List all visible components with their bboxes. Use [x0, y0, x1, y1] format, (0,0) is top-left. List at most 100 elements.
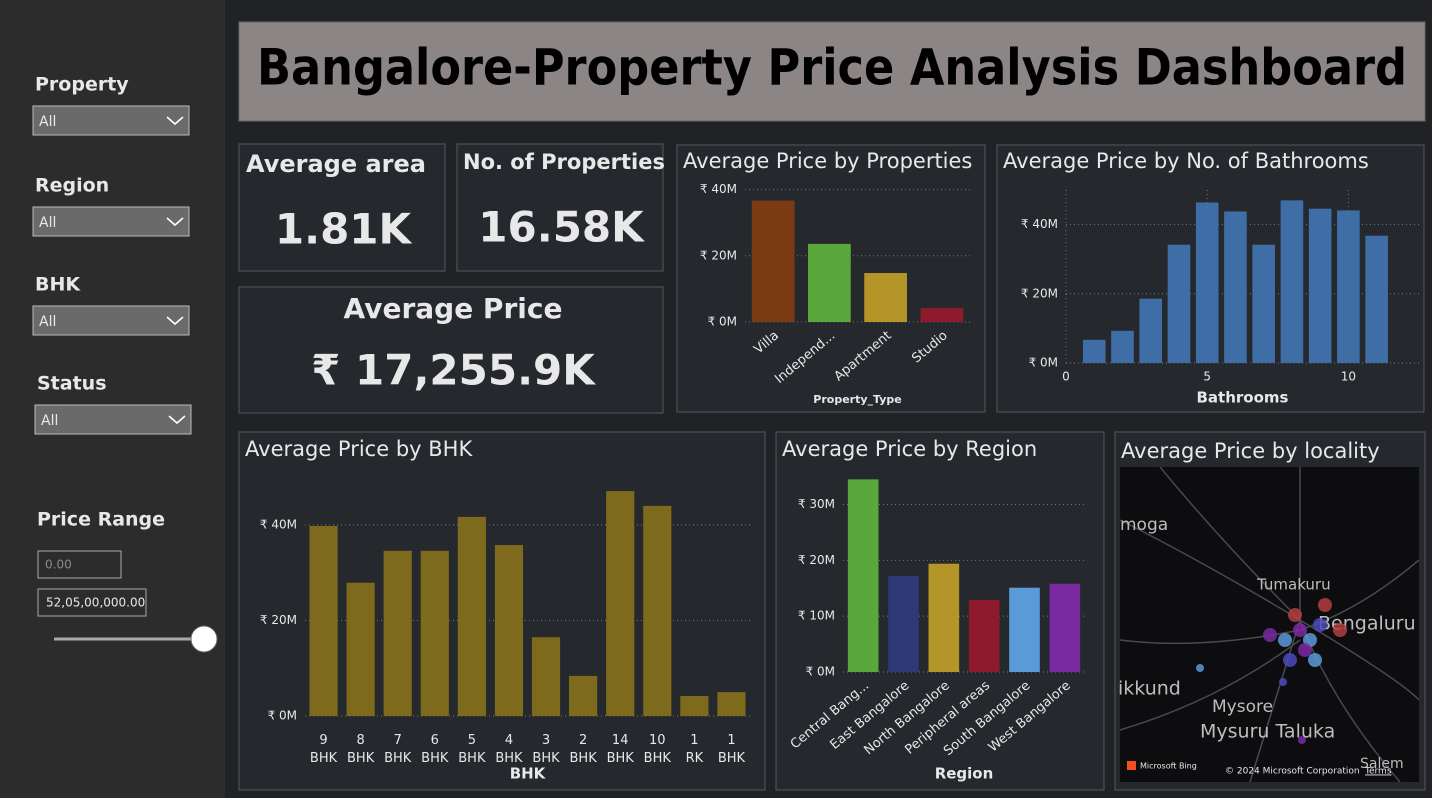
dropdown-value: All	[39, 314, 56, 330]
map-label: Mysore	[1212, 697, 1273, 717]
bar	[920, 308, 964, 322]
slider-handle[interactable]	[190, 625, 218, 653]
x-tick-label: 2 BHK	[570, 733, 598, 766]
dropdown[interactable]	[34, 404, 192, 435]
bar	[457, 516, 486, 716]
bar	[1167, 244, 1191, 363]
dropdown[interactable]	[32, 105, 190, 136]
x-axis-title: Bathrooms	[1197, 389, 1289, 407]
chevron	[166, 217, 184, 227]
y-tick-label: ₹ 0M	[1029, 356, 1058, 370]
map-point	[1333, 623, 1347, 637]
map-brand: Microsoft Bing	[1140, 762, 1197, 771]
map-point	[1263, 628, 1277, 642]
map-point	[1288, 608, 1302, 622]
bar	[643, 505, 672, 716]
bar	[531, 637, 561, 716]
bar	[928, 563, 960, 672]
map-terms: Terms	[1364, 767, 1392, 777]
map-point	[1283, 653, 1297, 667]
bar	[864, 273, 907, 322]
map-point	[1298, 643, 1312, 657]
x-tick-label: 1 BHK	[718, 733, 746, 766]
bar	[1308, 208, 1332, 363]
bar	[569, 675, 598, 716]
kpi-card	[238, 286, 664, 414]
bar	[606, 491, 635, 716]
x-tick-label: 5	[1203, 370, 1211, 384]
bar	[1111, 330, 1134, 363]
bar	[1280, 200, 1304, 363]
x-tick-label: 4 BHK	[495, 733, 523, 766]
x-tick-label: 0	[1062, 370, 1070, 384]
map-point	[1293, 623, 1307, 637]
map-point	[1279, 678, 1287, 686]
dropdown-value: All	[39, 215, 56, 231]
map-copyright: © 2024 Microsoft Corporation	[1225, 767, 1360, 777]
bar	[420, 550, 449, 716]
chart-title: Average Price by Region	[782, 437, 1037, 461]
y-tick-label: ₹ 40M	[1021, 217, 1058, 231]
dropdown[interactable]	[32, 305, 190, 336]
bar	[1049, 583, 1081, 672]
x-tick-label: 3 BHK	[532, 733, 560, 766]
dropdown-value: All	[41, 413, 58, 429]
x-tick-label: 5 BHK	[458, 733, 486, 766]
x-tick-label: 10 BHK	[644, 733, 672, 766]
kpi-card	[456, 143, 664, 272]
filter-label: Price Range	[37, 509, 165, 531]
map-point	[1196, 664, 1204, 672]
chart-title: Average Price by Properties	[683, 149, 972, 173]
bar	[680, 695, 709, 716]
map[interactable]	[1120, 467, 1419, 782]
filter-label: BHK	[35, 274, 81, 296]
bar	[494, 545, 524, 716]
y-tick-label: ₹ 0M	[708, 315, 737, 329]
bar	[751, 200, 795, 322]
map-label: moga	[1120, 515, 1168, 535]
bar	[1252, 244, 1275, 363]
range-max-input[interactable]	[37, 588, 147, 617]
filter-label: Region	[35, 175, 109, 197]
kpi-value: 16.58K	[478, 203, 645, 252]
kpi-card	[238, 143, 446, 272]
filter-label: Status	[37, 373, 107, 395]
y-tick-label: ₹ 0M	[806, 665, 835, 679]
map-point	[1308, 653, 1322, 667]
map-point	[1313, 618, 1327, 632]
bar	[847, 479, 879, 672]
y-tick-label: ₹ 10M	[798, 609, 835, 623]
dropdown[interactable]	[32, 206, 190, 237]
bar	[1224, 211, 1247, 363]
x-axis-title: Property_Type	[813, 393, 901, 406]
x-axis-title: BHK	[510, 765, 547, 783]
bar	[1009, 587, 1040, 672]
y-tick-label: ₹ 0M	[268, 709, 297, 723]
x-tick-label: 8 BHK	[347, 733, 375, 766]
title-banner	[238, 21, 1426, 122]
kpi-value: 1.81K	[275, 205, 413, 254]
range-min-input[interactable]	[37, 550, 122, 579]
chevron	[166, 316, 184, 326]
map-label: Bengaluru	[1318, 613, 1416, 635]
filter-label: Property	[35, 74, 129, 96]
kpi-value: ₹ 17,255.9K	[311, 346, 596, 395]
kpi-label: Average Price	[344, 292, 563, 325]
x-tick-label: 14 BHK	[607, 733, 635, 766]
x-tick-label: 6 BHK	[421, 733, 449, 766]
bar	[968, 599, 1000, 672]
dropdown-value: All	[39, 114, 56, 130]
x-tick-label: 10	[1341, 370, 1356, 384]
bar	[1082, 339, 1106, 363]
kpi-label: No. of Properties	[463, 150, 665, 174]
x-tick-label: 7 BHK	[384, 733, 412, 766]
chart-title: Average Price by locality	[1121, 439, 1380, 463]
y-tick-label: ₹ 40M	[700, 182, 737, 196]
chevron	[166, 116, 184, 126]
map-point	[1278, 633, 1292, 647]
bar	[346, 582, 375, 716]
bar	[717, 692, 746, 716]
y-tick-label: ₹ 30M	[798, 497, 835, 511]
y-tick-label: ₹ 20M	[1021, 286, 1058, 300]
